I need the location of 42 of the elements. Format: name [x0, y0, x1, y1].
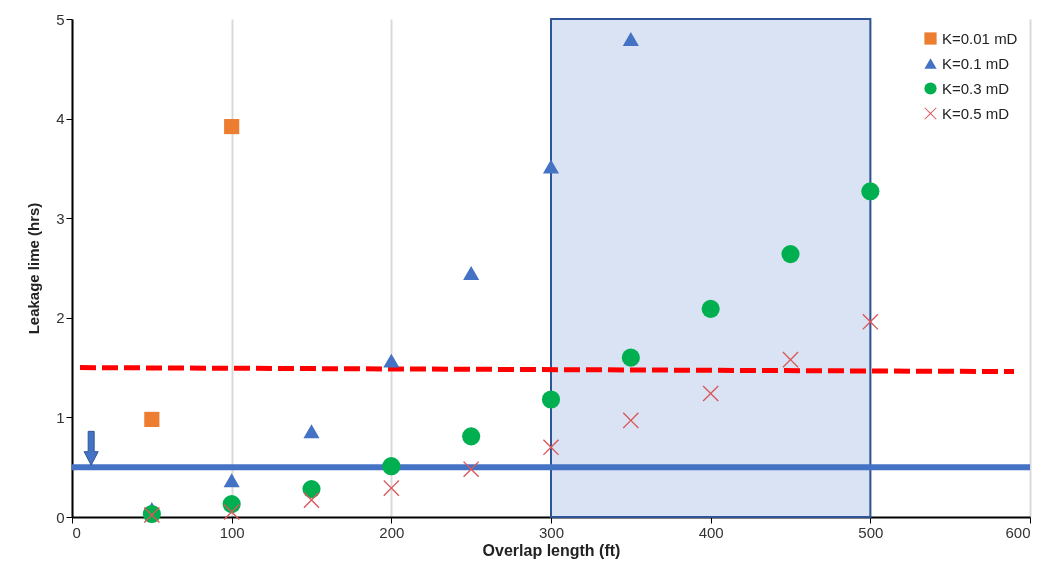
- point: [862, 313, 879, 330]
- y-axis-title: Leakage lime (hrs): [25, 202, 43, 335]
- y-tick-label: 3: [56, 209, 65, 227]
- point: [383, 353, 400, 368]
- y-tick-label: 5: [56, 10, 65, 28]
- point: [541, 390, 561, 409]
- point: [462, 427, 481, 446]
- point: [782, 351, 799, 368]
- x-tick-label: 100: [219, 523, 245, 541]
- point: [621, 348, 640, 367]
- x-tick-label: 500: [858, 523, 884, 541]
- point: [622, 31, 639, 46]
- legend-label: K=0.5 mD: [942, 104, 1010, 122]
- y-tick-label: 2: [56, 309, 65, 327]
- point: [861, 182, 880, 201]
- point: [223, 503, 240, 521]
- legend-label: K=0.3 mD: [942, 79, 1010, 97]
- point: [383, 480, 400, 497]
- point: [382, 457, 401, 476]
- x-axis-title: Overlap length (ft): [482, 541, 621, 559]
- x-tick-label: 300: [538, 523, 565, 541]
- y-tick-label: 0: [56, 508, 65, 526]
- point: [542, 159, 560, 174]
- point: [223, 473, 240, 488]
- point: [701, 299, 720, 318]
- point: [144, 411, 160, 427]
- point: [303, 492, 320, 509]
- point: [224, 118, 240, 135]
- x-tick-label: 0: [72, 523, 81, 541]
- x-tick-label: 400: [698, 523, 724, 541]
- point: [781, 244, 800, 264]
- y-tick-label: 4: [56, 110, 65, 128]
- x-tick-label: 200: [379, 523, 405, 541]
- point: [463, 266, 480, 280]
- x-tick-label: 600: [1005, 523, 1031, 541]
- legend-label: K=0.1 mD: [942, 54, 1010, 72]
- point: [303, 424, 320, 439]
- y-tick-label: 1: [56, 408, 65, 426]
- point: [622, 412, 639, 429]
- legend-label: K=0.01 mD: [942, 29, 1018, 47]
- point: [702, 385, 719, 402]
- point: [542, 439, 560, 456]
